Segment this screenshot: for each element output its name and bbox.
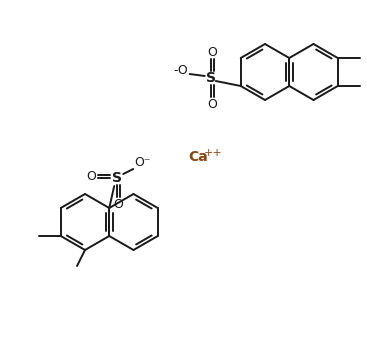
Text: O: O [207, 98, 217, 111]
Text: S: S [112, 171, 122, 185]
Text: -O: -O [173, 64, 188, 77]
Text: O: O [113, 197, 123, 210]
Text: Ca: Ca [188, 150, 208, 164]
Text: O⁻: O⁻ [134, 157, 150, 170]
Text: ++: ++ [204, 148, 223, 158]
Text: O: O [86, 170, 96, 183]
Text: S: S [206, 71, 216, 85]
Text: O: O [207, 45, 217, 58]
